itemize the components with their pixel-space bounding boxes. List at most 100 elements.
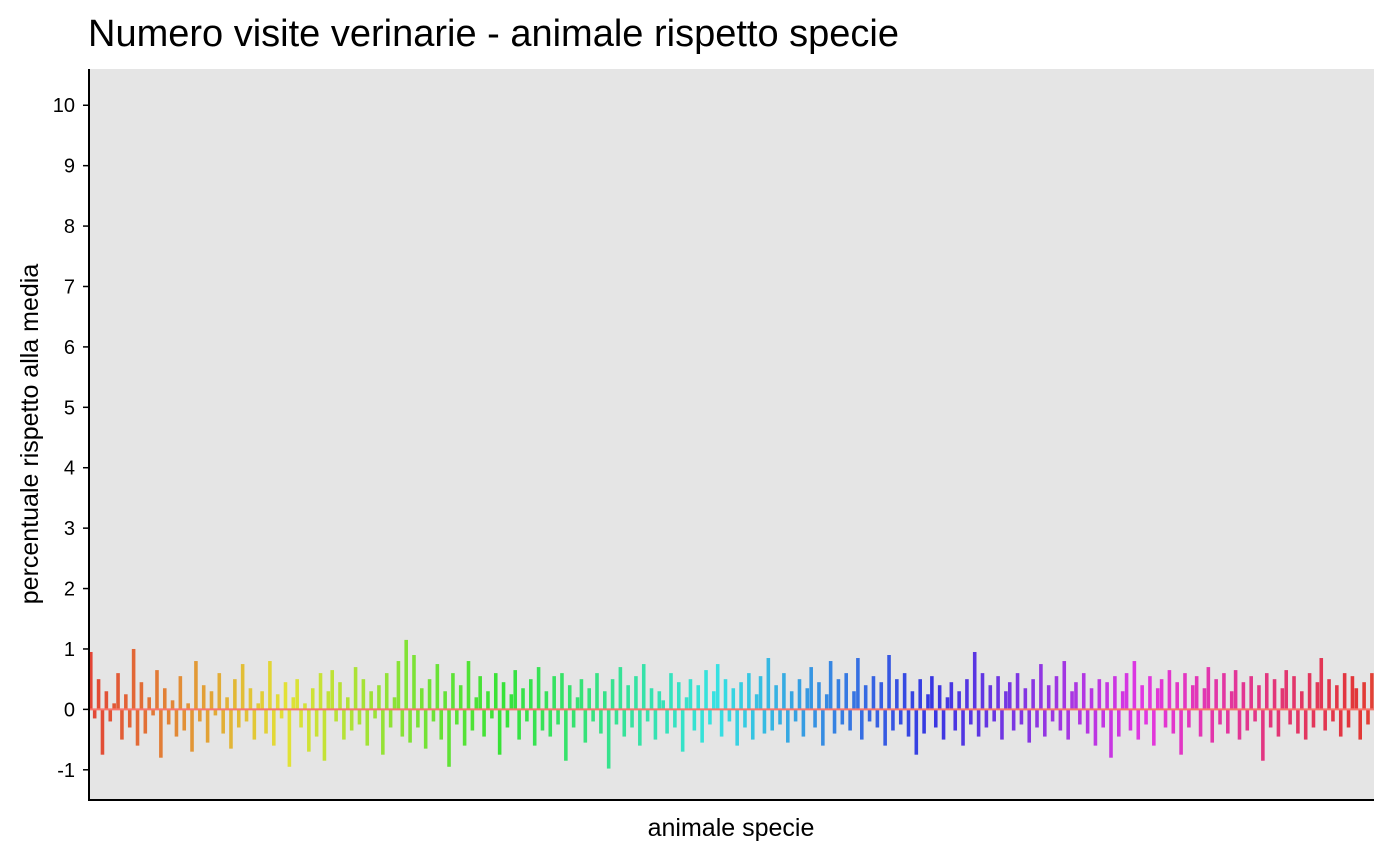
- bar: [194, 661, 198, 710]
- bar: [665, 709, 669, 734]
- chart-title: Numero visite verinarie - animale rispet…: [88, 13, 899, 55]
- bar: [1015, 673, 1020, 710]
- bar: [1276, 709, 1281, 737]
- bar: [926, 694, 930, 710]
- bar: [96, 679, 101, 710]
- y-tick-label: 10: [53, 95, 75, 117]
- bar: [439, 709, 444, 740]
- bar: [458, 685, 463, 710]
- bar: [750, 709, 755, 740]
- bar: [723, 679, 728, 710]
- bar: [879, 682, 884, 710]
- bar: [1264, 673, 1269, 710]
- bar: [1311, 709, 1316, 728]
- bar: [1117, 709, 1121, 737]
- bar: [1315, 682, 1320, 710]
- bar: [248, 688, 253, 710]
- bar: [754, 694, 759, 710]
- bar: [1307, 673, 1312, 710]
- bar: [209, 691, 214, 710]
- bar: [863, 685, 868, 710]
- bar: [661, 700, 665, 710]
- y-tick-label: 9: [64, 156, 75, 178]
- bar: [918, 679, 922, 710]
- bar: [992, 709, 996, 722]
- bar: [688, 679, 693, 710]
- bar: [423, 709, 428, 749]
- bar: [435, 664, 440, 710]
- bar: [1004, 691, 1008, 710]
- y-tick-label: 7: [64, 276, 75, 298]
- bar: [1132, 661, 1137, 710]
- bar: [891, 709, 895, 731]
- bar: [766, 658, 771, 710]
- bar: [564, 709, 568, 761]
- bar: [552, 676, 556, 710]
- bar: [1350, 676, 1355, 710]
- bar: [673, 709, 677, 728]
- bar: [1327, 679, 1331, 710]
- bar: [614, 709, 619, 725]
- bar: [244, 709, 249, 722]
- bar: [634, 676, 638, 710]
- bar: [1062, 661, 1067, 710]
- bar: [743, 709, 747, 728]
- bar: [1245, 709, 1250, 731]
- bar: [969, 709, 973, 725]
- bar: [159, 709, 163, 758]
- bar: [447, 709, 451, 767]
- bar: [182, 709, 187, 731]
- bar: [517, 709, 521, 740]
- bar: [1280, 688, 1285, 710]
- bar: [346, 697, 350, 710]
- bar: [490, 709, 494, 719]
- bar: [1229, 691, 1234, 710]
- bar: [529, 679, 533, 710]
- bar: [692, 709, 697, 731]
- bar: [774, 685, 778, 710]
- bar: [887, 655, 891, 710]
- bar: [1035, 709, 1039, 728]
- bar: [431, 709, 436, 722]
- bar: [201, 685, 206, 710]
- bar: [1171, 709, 1176, 734]
- bar: [330, 670, 334, 710]
- bar: [1113, 676, 1117, 710]
- bar: [155, 670, 159, 710]
- bar: [501, 682, 506, 710]
- y-ticks-group: -1 0 1 2 3 4 5 6 7 8 9 10: [53, 95, 89, 782]
- bar: [1159, 679, 1164, 710]
- bar: [782, 673, 786, 710]
- bar: [560, 673, 564, 710]
- bar: [112, 703, 116, 710]
- bar: [396, 661, 401, 710]
- bar: [1152, 709, 1156, 746]
- bar: [914, 709, 919, 755]
- bar: [567, 685, 572, 710]
- bar: [1011, 709, 1016, 731]
- bar: [127, 709, 132, 728]
- bar: [264, 709, 268, 734]
- bar: [840, 709, 845, 725]
- bar: [1342, 673, 1347, 710]
- bar: [1338, 709, 1343, 737]
- bar: [684, 697, 689, 710]
- bar: [451, 673, 455, 710]
- bar: [1346, 709, 1351, 728]
- bar: [190, 709, 194, 752]
- bar: [240, 664, 245, 710]
- bar: [595, 673, 599, 710]
- bar: [427, 679, 432, 710]
- bar: [844, 673, 848, 710]
- bar: [462, 709, 467, 746]
- bar: [852, 691, 856, 710]
- bar: [606, 709, 611, 769]
- bar: [486, 691, 490, 710]
- bar: [1233, 670, 1238, 710]
- x-axis-label: animale specie: [648, 814, 815, 842]
- bar: [1023, 688, 1028, 710]
- bar: [493, 673, 498, 710]
- bar: [626, 685, 630, 710]
- bar: [310, 688, 315, 710]
- bar: [1354, 688, 1359, 710]
